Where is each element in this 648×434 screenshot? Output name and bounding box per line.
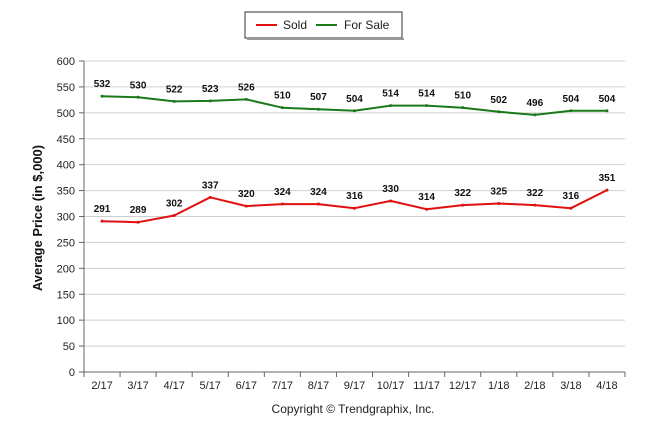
data-point-for-sale — [461, 106, 465, 110]
y-tick-label: 200 — [57, 263, 75, 275]
series — [100, 94, 609, 224]
data-point-sold — [605, 188, 609, 192]
copyright-footer: Copyright © Trendgraphix, Inc. — [272, 402, 435, 416]
data-point-for-sale — [244, 97, 248, 101]
data-label-for-sale: 514 — [382, 89, 399, 100]
data-label-for-sale: 523 — [202, 84, 219, 95]
data-point-for-sale — [280, 106, 284, 110]
y-tick-label: 0 — [69, 367, 75, 379]
y-tick-label: 350 — [57, 186, 75, 198]
data-point-for-sale — [316, 107, 320, 111]
axes: 0 50 100 150 200 250 300 350 400 450 500 550 600 2/17… — [57, 56, 626, 392]
data-label-for-sale: 496 — [526, 98, 543, 109]
x-tick-label: 2/18 — [524, 380, 545, 392]
data-labels: 291 289 302 337 320 324 324 316 330 314 322 325 322 3… — [94, 79, 616, 216]
data-label-for-sale: 514 — [418, 89, 435, 100]
data-label-sold: 302 — [166, 198, 183, 209]
data-point-for-sale — [605, 109, 609, 113]
data-label-sold: 324 — [274, 187, 291, 198]
y-tick-label: 500 — [57, 108, 75, 120]
data-label-sold: 314 — [418, 192, 435, 203]
x-tick-label: 10/17 — [377, 380, 405, 392]
data-point-sold — [533, 203, 537, 207]
x-tick-label: 8/17 — [308, 380, 329, 392]
data-label-sold: 325 — [490, 187, 507, 198]
data-point-sold — [569, 206, 573, 210]
data-label-sold: 322 — [526, 188, 543, 199]
x-tick-label: 11/17 — [413, 380, 440, 392]
y-tick-label: 450 — [57, 134, 75, 146]
x-tick-label: 7/17 — [272, 380, 293, 392]
x-tick-label: 2/17 — [91, 380, 112, 392]
data-point-sold — [497, 202, 501, 206]
gridlines — [84, 60, 625, 347]
data-label-for-sale: 502 — [490, 95, 507, 106]
data-label-sold: 337 — [202, 180, 219, 191]
data-point-for-sale — [136, 95, 140, 99]
data-label-for-sale: 510 — [454, 91, 471, 102]
data-label-for-sale: 504 — [599, 94, 616, 105]
data-point-for-sale — [425, 104, 429, 108]
data-label-for-sale: 530 — [130, 80, 147, 91]
y-tick-label: 150 — [57, 289, 75, 301]
data-point-sold — [136, 220, 140, 224]
data-point-sold — [172, 213, 176, 217]
y-tick-label: 400 — [57, 160, 75, 172]
data-label-for-sale: 504 — [346, 94, 363, 105]
data-point-for-sale — [353, 109, 356, 113]
data-label-sold: 316 — [346, 191, 363, 202]
y-tick-label: 300 — [57, 212, 75, 224]
data-point-sold — [244, 204, 248, 208]
data-point-for-sale — [172, 99, 176, 103]
data-point-sold — [100, 219, 104, 223]
data-label-sold: 351 — [599, 173, 616, 184]
data-label-sold: 316 — [563, 191, 580, 202]
data-label-for-sale: 507 — [310, 92, 327, 103]
data-point-sold — [208, 195, 212, 199]
data-label-sold: 322 — [454, 188, 471, 199]
y-tick-label: 100 — [57, 315, 75, 327]
data-point-for-sale — [533, 113, 537, 117]
data-point-for-sale — [389, 104, 393, 108]
data-point-for-sale — [569, 109, 573, 113]
x-tick-label: 4/18 — [596, 380, 617, 392]
legend: Sold For Sale — [244, 11, 404, 40]
legend-label-for-sale: For Sale — [344, 18, 390, 32]
data-label-for-sale: 522 — [166, 84, 183, 95]
data-point-for-sale — [208, 99, 212, 103]
data-label-sold: 320 — [238, 189, 255, 200]
data-point-sold — [389, 199, 393, 203]
data-point-sold — [353, 206, 356, 210]
data-label-sold: 289 — [130, 205, 147, 216]
data-point-sold — [280, 202, 284, 206]
legend-label-sold: Sold — [283, 18, 307, 32]
data-label-sold: 324 — [310, 187, 327, 198]
data-label-for-sale: 532 — [94, 79, 111, 90]
y-tick-label: 550 — [57, 82, 75, 94]
x-tick-label: 9/17 — [344, 380, 365, 392]
data-point-sold — [425, 207, 429, 211]
data-label-for-sale: 510 — [274, 91, 291, 102]
x-tick-label: 12/17 — [449, 380, 477, 392]
x-tick-label: 3/17 — [127, 380, 148, 392]
x-tick-label: 3/18 — [560, 380, 581, 392]
data-label-for-sale: 504 — [563, 94, 580, 105]
data-point-for-sale — [100, 94, 104, 98]
y-tick-label: 600 — [57, 56, 75, 68]
x-tick-label: 4/17 — [163, 380, 184, 392]
data-label-sold: 291 — [94, 204, 111, 215]
data-point-for-sale — [497, 110, 501, 114]
legend-box-shadow — [247, 38, 404, 40]
y-tick-label: 50 — [63, 341, 75, 353]
x-tick-label: 5/17 — [200, 380, 221, 392]
x-tick-label: 1/18 — [488, 380, 509, 392]
data-point-sold — [461, 203, 465, 207]
data-point-sold — [316, 202, 320, 206]
y-axis-title: Average Price (in $,000) — [30, 145, 45, 291]
data-label-for-sale: 526 — [238, 82, 255, 93]
x-tick-label: 6/17 — [236, 380, 257, 392]
y-tick-label: 250 — [57, 237, 75, 249]
data-label-sold: 330 — [382, 184, 399, 195]
